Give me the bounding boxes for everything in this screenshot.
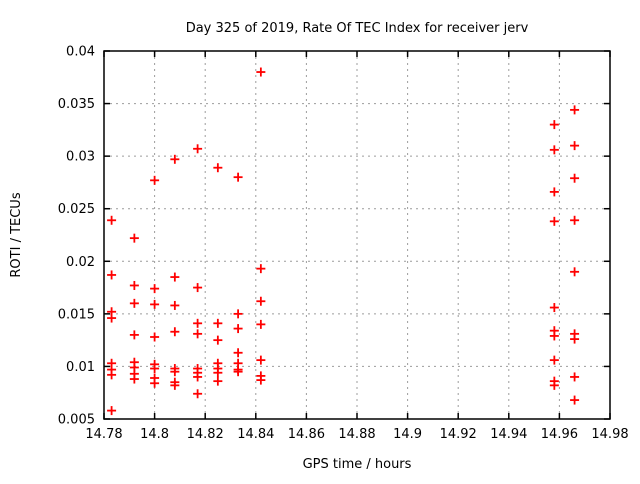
x-tick-labels: 14.78 14.8 14.82 14.84 14.86 14.88 14.9 14.92 14… xyxy=(85,427,628,442)
data-point-marker xyxy=(129,298,139,308)
data-point-marker xyxy=(233,348,243,358)
y-tick-label: 0.015 xyxy=(58,307,95,322)
y-tick-label: 0.025 xyxy=(58,202,95,217)
y-tick-labels: 0.005 0.01 0.015 0.02 0.025 0.03 0.035 0.04 xyxy=(58,45,95,428)
data-point-marker xyxy=(233,172,243,182)
x-tick-label: 14.78 xyxy=(85,427,122,442)
data-point-marker xyxy=(570,105,580,115)
data-point-marker xyxy=(150,284,160,294)
data-point-marker xyxy=(549,380,559,390)
data-point-marker xyxy=(213,318,223,328)
data-point-marker xyxy=(150,299,160,309)
x-tick-label: 14.84 xyxy=(237,427,274,442)
x-tick-label: 14.92 xyxy=(440,427,477,442)
y-tick-label: 0.035 xyxy=(58,97,95,112)
data-point-marker xyxy=(170,380,180,390)
data-point-marker xyxy=(549,187,559,197)
data-point-marker xyxy=(256,264,266,274)
data-point-marker xyxy=(549,303,559,313)
data-point-marker xyxy=(129,330,139,340)
y-tick-label: 0.03 xyxy=(66,150,95,165)
data-point-marker xyxy=(107,406,117,416)
data-point-marker xyxy=(170,300,180,310)
data-point-marker xyxy=(570,395,580,405)
data-point-marker xyxy=(129,280,139,290)
data-point-marker xyxy=(549,145,559,155)
data-point-marker xyxy=(150,378,160,388)
data-point-marker xyxy=(570,334,580,344)
data-point-marker xyxy=(129,233,139,243)
data-points xyxy=(107,67,580,416)
data-point-marker xyxy=(570,372,580,382)
data-point-marker xyxy=(256,67,266,77)
y-axis-label: ROTI / TECUs xyxy=(9,192,24,277)
data-point-marker xyxy=(213,163,223,173)
chart-title: Day 325 of 2019, Rate Of TEC Index for r… xyxy=(186,21,529,36)
x-tick-label: 14.8 xyxy=(140,427,169,442)
y-tick-label: 0.04 xyxy=(66,45,95,60)
y-tick-label: 0.005 xyxy=(58,413,95,428)
data-point-marker xyxy=(150,332,160,342)
data-point-marker xyxy=(193,372,203,382)
data-point-marker xyxy=(193,389,203,399)
data-point-marker xyxy=(549,216,559,226)
data-point-marker xyxy=(570,215,580,225)
data-point-marker xyxy=(570,141,580,151)
data-point-marker xyxy=(549,355,559,365)
data-point-marker xyxy=(193,283,203,293)
data-point-marker xyxy=(193,318,203,328)
x-tick-label: 14.96 xyxy=(541,427,578,442)
data-point-marker xyxy=(256,355,266,365)
data-point-marker xyxy=(170,327,180,337)
plot-border xyxy=(103,50,611,420)
data-point-marker xyxy=(193,329,203,339)
data-point-marker xyxy=(233,309,243,319)
x-axis-label: GPS time / hours xyxy=(303,457,412,472)
data-point-marker xyxy=(213,368,223,378)
data-point-marker xyxy=(170,272,180,282)
data-point-marker xyxy=(570,173,580,183)
data-point-marker xyxy=(256,296,266,306)
y-tick-label: 0.02 xyxy=(66,255,95,270)
data-point-marker xyxy=(107,215,117,225)
gridlines xyxy=(104,51,610,419)
data-point-marker xyxy=(570,267,580,277)
data-point-marker xyxy=(170,154,180,164)
data-point-marker xyxy=(549,331,559,341)
x-tick-label: 14.82 xyxy=(187,427,224,442)
data-point-marker xyxy=(150,364,160,374)
data-point-marker xyxy=(549,120,559,130)
data-point-marker xyxy=(213,335,223,345)
x-tick-label: 14.98 xyxy=(591,427,628,442)
data-point-marker xyxy=(107,270,117,280)
data-point-marker xyxy=(213,376,223,386)
data-point-marker xyxy=(256,375,266,385)
x-tick-label: 14.94 xyxy=(490,427,527,442)
x-tick-label: 14.88 xyxy=(338,427,375,442)
x-tick-label: 14.86 xyxy=(288,427,325,442)
data-point-marker xyxy=(107,313,117,323)
data-point-marker xyxy=(170,367,180,377)
x-tick-label: 14.9 xyxy=(393,427,422,442)
data-point-marker xyxy=(233,367,243,377)
data-point-marker xyxy=(193,144,203,154)
data-point-marker xyxy=(150,175,160,185)
y-tick-label: 0.01 xyxy=(66,360,95,375)
data-point-marker xyxy=(129,374,139,384)
data-point-marker xyxy=(107,370,117,380)
data-point-marker xyxy=(256,319,266,329)
data-point-marker xyxy=(233,324,243,334)
